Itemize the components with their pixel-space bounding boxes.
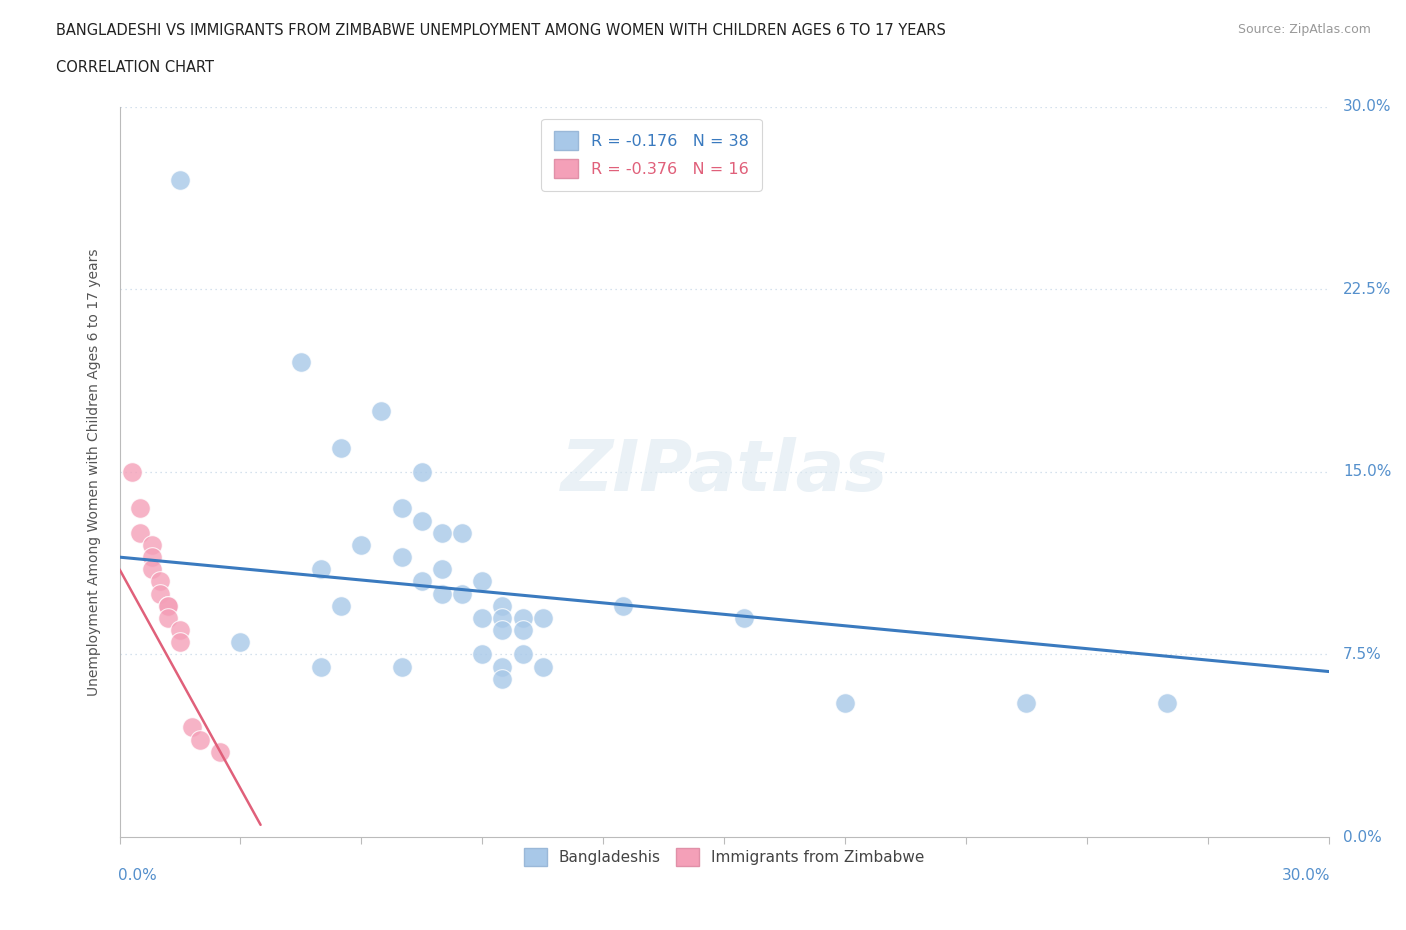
Point xyxy=(141,538,163,552)
Point xyxy=(169,173,191,188)
Text: CORRELATION CHART: CORRELATION CHART xyxy=(56,60,214,75)
Point xyxy=(156,598,179,613)
Text: BANGLADESHI VS IMMIGRANTS FROM ZIMBABWE UNEMPLOYMENT AMONG WOMEN WITH CHILDREN A: BANGLADESHI VS IMMIGRANTS FROM ZIMBABWE … xyxy=(56,23,946,38)
Point xyxy=(512,611,534,626)
Point xyxy=(370,404,392,418)
Point xyxy=(491,671,513,686)
Text: 30.0%: 30.0% xyxy=(1343,100,1392,114)
Text: 7.5%: 7.5% xyxy=(1343,647,1382,662)
Point xyxy=(141,562,163,577)
Point xyxy=(229,635,252,650)
Point xyxy=(169,623,191,638)
Text: 22.5%: 22.5% xyxy=(1343,282,1392,297)
Point xyxy=(309,659,332,674)
Point xyxy=(430,586,453,601)
Point xyxy=(290,355,312,370)
Point xyxy=(149,574,172,589)
Point xyxy=(471,647,494,662)
Point xyxy=(128,501,150,516)
Point xyxy=(391,501,413,516)
Point xyxy=(128,525,150,540)
Point xyxy=(834,696,856,711)
Point xyxy=(491,611,513,626)
Point xyxy=(149,586,172,601)
Point xyxy=(512,647,534,662)
Point xyxy=(1156,696,1178,711)
Point xyxy=(512,623,534,638)
Point xyxy=(181,720,204,735)
Point xyxy=(1015,696,1038,711)
Point xyxy=(121,465,143,480)
Text: 0.0%: 0.0% xyxy=(118,868,157,883)
Point xyxy=(391,659,413,674)
Point xyxy=(330,440,353,455)
Point xyxy=(451,586,474,601)
Point xyxy=(471,611,494,626)
Point xyxy=(156,611,179,626)
Point xyxy=(451,525,474,540)
Point xyxy=(531,659,554,674)
Point xyxy=(733,611,755,626)
Point xyxy=(209,744,232,759)
Point xyxy=(169,635,191,650)
Point xyxy=(350,538,373,552)
Point xyxy=(309,562,332,577)
Point xyxy=(430,525,453,540)
Text: ZIPatlas: ZIPatlas xyxy=(561,437,887,507)
Point xyxy=(411,574,433,589)
Point xyxy=(188,732,211,747)
Point xyxy=(330,598,353,613)
Text: 15.0%: 15.0% xyxy=(1343,464,1392,480)
Point xyxy=(491,659,513,674)
Y-axis label: Unemployment Among Women with Children Ages 6 to 17 years: Unemployment Among Women with Children A… xyxy=(87,248,101,696)
Legend: Bangladeshis, Immigrants from Zimbabwe: Bangladeshis, Immigrants from Zimbabwe xyxy=(516,840,932,873)
Text: 30.0%: 30.0% xyxy=(1281,868,1330,883)
Text: 0.0%: 0.0% xyxy=(1343,830,1382,844)
Point xyxy=(411,465,433,480)
Point xyxy=(491,598,513,613)
Point xyxy=(411,513,433,528)
Point xyxy=(491,623,513,638)
Point xyxy=(391,550,413,565)
Point xyxy=(471,574,494,589)
Text: Source: ZipAtlas.com: Source: ZipAtlas.com xyxy=(1237,23,1371,36)
Point xyxy=(141,550,163,565)
Point xyxy=(156,598,179,613)
Point xyxy=(612,598,634,613)
Point xyxy=(531,611,554,626)
Point xyxy=(430,562,453,577)
